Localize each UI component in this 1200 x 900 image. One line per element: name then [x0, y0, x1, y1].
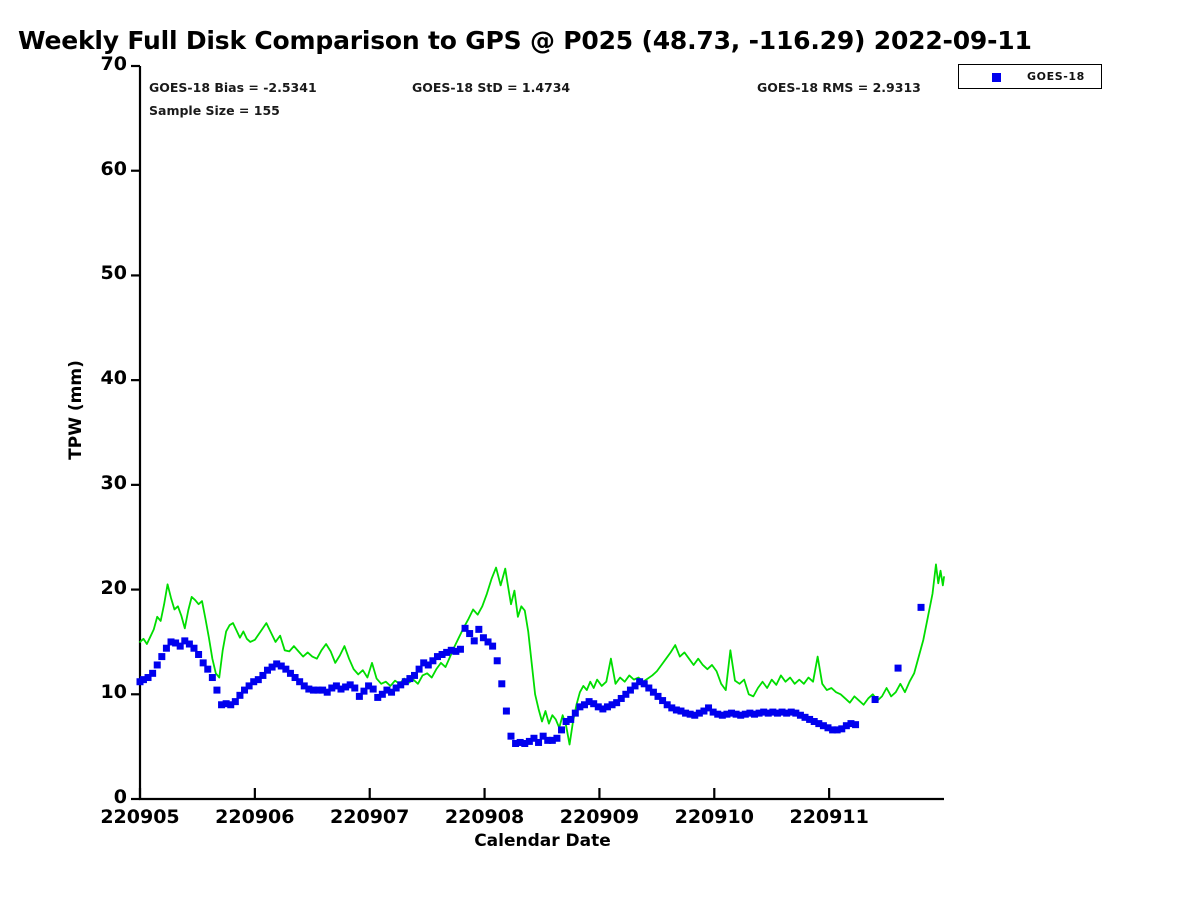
legend[interactable]: GOES-18	[958, 64, 1102, 89]
x-tick-label-220906: 220906	[215, 806, 295, 828]
x-tick-label-220911: 220911	[789, 806, 869, 828]
scatter-series-goes-18	[136, 603, 925, 747]
y-tick-label-30: 30	[100, 471, 127, 494]
stat-bias: GOES-18 Bias = -2.5341	[149, 80, 317, 95]
y-tick-label-60: 60	[100, 157, 127, 180]
y-tick-label-70: 70	[100, 53, 127, 75]
y-tick-label-20: 20	[100, 576, 127, 599]
x-tick-label-220909: 220909	[559, 806, 640, 828]
y-axis-title: TPW (mm)	[66, 360, 86, 460]
y-tick-label-40: 40	[100, 367, 127, 390]
y-tick-label-10: 10	[100, 681, 127, 704]
x-tick-label-220907: 220907	[330, 806, 410, 828]
y-tick-label-0: 0	[113, 786, 127, 808]
legend-marker-goes18-icon	[992, 73, 1001, 82]
legend-label-goes18: GOES-18	[1027, 70, 1085, 83]
stat-sample-size: Sample Size = 155	[149, 103, 280, 118]
stat-std: GOES-18 StD = 1.4734	[412, 80, 571, 95]
x-tick-label-220910: 220910	[674, 806, 754, 828]
y-tick-label-50: 50	[100, 262, 127, 285]
data-series	[136, 563, 945, 747]
x-tick-label-220905: 220905	[100, 806, 180, 828]
page-title: Weekly Full Disk Comparison to GPS @ P02…	[18, 26, 1032, 55]
axes	[131, 64, 944, 801]
stat-rms: GOES-18 RMS = 2.9313	[757, 80, 921, 95]
line-series-gps	[139, 563, 945, 746]
x-tick-label-220908: 220908	[444, 806, 525, 828]
x-axis-title: Calendar Date	[474, 831, 611, 851]
